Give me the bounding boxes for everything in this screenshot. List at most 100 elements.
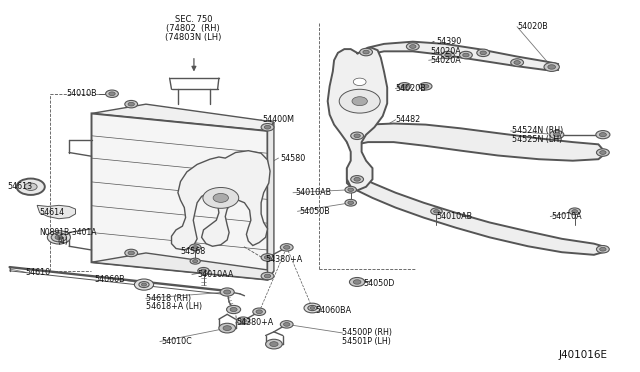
Circle shape (345, 186, 356, 193)
Circle shape (24, 183, 37, 190)
Circle shape (220, 288, 234, 296)
Circle shape (596, 246, 609, 253)
Circle shape (193, 260, 198, 263)
Text: N0891B-3401A: N0891B-3401A (40, 228, 97, 237)
Circle shape (223, 326, 232, 331)
Text: 54580: 54580 (280, 154, 305, 163)
Circle shape (600, 133, 607, 137)
Text: 54618+A (LH): 54618+A (LH) (146, 302, 202, 311)
Circle shape (125, 100, 138, 108)
Polygon shape (92, 253, 274, 280)
Circle shape (224, 290, 231, 294)
Circle shape (553, 133, 561, 137)
Polygon shape (347, 168, 603, 255)
Circle shape (514, 61, 520, 64)
Circle shape (264, 274, 271, 278)
Text: 54500P (RH): 54500P (RH) (342, 328, 392, 337)
Circle shape (261, 124, 274, 131)
Circle shape (55, 235, 63, 240)
Circle shape (190, 258, 200, 264)
Circle shape (445, 53, 451, 57)
Text: 54568: 54568 (180, 247, 205, 256)
Circle shape (349, 278, 365, 286)
Circle shape (308, 305, 317, 311)
Text: 54524N (RH): 54524N (RH) (512, 126, 563, 135)
Text: 54050B: 54050B (300, 207, 330, 216)
Text: 54010AB: 54010AB (436, 212, 472, 221)
Text: N: N (56, 235, 61, 240)
Circle shape (345, 199, 356, 206)
Circle shape (354, 177, 360, 181)
Circle shape (189, 244, 201, 251)
Text: 54618 (RH): 54618 (RH) (146, 294, 191, 303)
Text: 54020B: 54020B (396, 84, 426, 93)
Circle shape (572, 210, 578, 213)
Circle shape (284, 323, 290, 326)
Circle shape (17, 179, 45, 195)
Circle shape (227, 305, 241, 314)
Circle shape (201, 269, 206, 272)
Circle shape (550, 131, 564, 139)
Circle shape (596, 131, 610, 139)
Circle shape (198, 267, 209, 274)
Polygon shape (92, 113, 268, 280)
Circle shape (192, 246, 198, 249)
Circle shape (352, 97, 367, 106)
Text: 54380+A: 54380+A (266, 255, 303, 264)
Circle shape (351, 176, 364, 183)
Circle shape (237, 317, 250, 324)
Circle shape (460, 51, 472, 59)
Text: 54610: 54610 (26, 268, 51, 277)
Circle shape (363, 50, 369, 54)
Text: 54400M: 54400M (262, 115, 294, 124)
Circle shape (310, 307, 315, 310)
Polygon shape (37, 205, 76, 219)
Circle shape (280, 321, 293, 328)
Circle shape (203, 187, 239, 208)
Text: 54482: 54482 (396, 115, 420, 124)
Circle shape (477, 49, 490, 57)
Circle shape (431, 208, 442, 215)
Text: 54020A: 54020A (430, 47, 461, 56)
Circle shape (353, 78, 366, 86)
Circle shape (134, 279, 154, 290)
Circle shape (442, 51, 454, 59)
Polygon shape (172, 151, 270, 250)
Polygon shape (347, 124, 603, 161)
Circle shape (348, 188, 354, 192)
Circle shape (360, 48, 372, 56)
Circle shape (253, 308, 266, 315)
Circle shape (410, 45, 416, 48)
Text: 54390: 54390 (436, 37, 461, 46)
Circle shape (339, 89, 380, 113)
Circle shape (480, 51, 486, 55)
Circle shape (463, 53, 469, 57)
Polygon shape (328, 48, 387, 190)
Circle shape (256, 310, 262, 314)
Text: 54060BA: 54060BA (315, 306, 351, 315)
Circle shape (261, 254, 274, 261)
Polygon shape (92, 104, 274, 131)
Circle shape (128, 251, 134, 255)
Circle shape (240, 319, 246, 323)
Text: (74803N (LH): (74803N (LH) (165, 33, 221, 42)
Circle shape (230, 307, 237, 312)
Text: 54380+A: 54380+A (237, 318, 274, 327)
Text: 54010AB: 54010AB (296, 188, 332, 197)
Circle shape (270, 341, 278, 347)
Text: 54050D: 54050D (364, 279, 395, 288)
Circle shape (266, 339, 282, 349)
Text: 54501P (LH): 54501P (LH) (342, 337, 391, 346)
Circle shape (128, 102, 134, 106)
Circle shape (264, 125, 271, 129)
Circle shape (125, 249, 138, 257)
Circle shape (304, 303, 321, 313)
Text: J401016E: J401016E (558, 350, 607, 360)
Text: 54010AA: 54010AA (197, 270, 234, 279)
Circle shape (434, 210, 440, 213)
Text: SEC. 750: SEC. 750 (175, 15, 212, 24)
Text: 54525N (LH): 54525N (LH) (512, 135, 563, 144)
Text: 54010A: 54010A (552, 212, 582, 221)
Circle shape (548, 65, 556, 69)
Text: (4): (4) (58, 237, 68, 246)
